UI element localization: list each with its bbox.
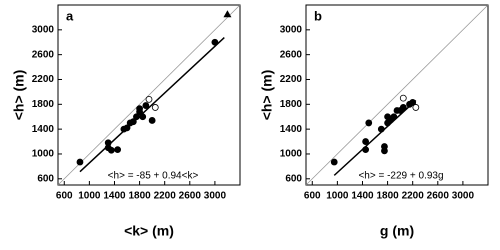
x-tick-label: 2600 (427, 191, 450, 202)
fit-annotation: <h> = -85 + 0.94<k> (108, 171, 199, 182)
point (381, 143, 388, 150)
x-tick-label: 1800 (128, 191, 151, 202)
point (142, 102, 150, 109)
point (362, 138, 370, 145)
point (114, 146, 122, 154)
point (139, 113, 147, 121)
y-tick-label: 600 (37, 173, 54, 184)
fit-annotation: <h> = -229 + 0.93g (358, 171, 443, 182)
plot-frame (305, 4, 489, 186)
y-tick-label: 3000 (280, 24, 303, 35)
y-tick-label: 1800 (32, 99, 55, 110)
x-tick-label: 3000 (452, 191, 475, 202)
point (365, 119, 373, 127)
y-tick-label: 1000 (32, 149, 55, 160)
one-to-one-line (305, 4, 489, 186)
y-tick-label: 600 (285, 173, 302, 184)
fit-line (333, 99, 417, 176)
x-axis-label: g (m) (380, 223, 414, 239)
y-axis-label: <h> (m) (259, 70, 275, 121)
x-tick-label: 1000 (78, 191, 101, 202)
x-axis-label: <k> (m) (124, 223, 174, 239)
x-tick-label: 3000 (204, 191, 227, 202)
point (399, 94, 407, 102)
x-tick-label: 2200 (402, 191, 425, 202)
y-tick-label: 1400 (280, 124, 303, 135)
fit-line (79, 36, 225, 173)
x-tick-label: 600 (304, 191, 321, 202)
point (145, 95, 153, 103)
y-tick-label: 2200 (280, 74, 303, 85)
point (412, 104, 420, 111)
point (223, 10, 232, 18)
one-to-one-line (57, 4, 241, 186)
panel-label: b (314, 8, 322, 23)
y-tick-label: 2600 (280, 49, 303, 60)
point (123, 124, 131, 132)
y-tick-label: 1000 (280, 149, 303, 160)
point (107, 146, 115, 154)
x-tick-label: 1400 (351, 191, 374, 202)
point (148, 117, 156, 124)
x-tick-label: 600 (56, 191, 73, 202)
y-tick-label: 2200 (32, 74, 55, 85)
point (151, 104, 159, 111)
x-tick-label: 2600 (179, 191, 202, 202)
y-axis-label: <h> (m) (11, 70, 27, 121)
point (390, 113, 398, 121)
y-tick-label: 3000 (32, 24, 55, 35)
y-tick-label: 2600 (32, 49, 55, 60)
x-tick-label: 1000 (326, 191, 349, 202)
point (129, 118, 137, 126)
plot-frame (57, 4, 241, 186)
point (211, 38, 219, 46)
point (399, 104, 407, 111)
y-tick-label: 1800 (280, 99, 303, 110)
panel-label: a (66, 8, 74, 23)
y-tick-label: 1400 (32, 124, 55, 135)
x-tick-label: 1800 (376, 191, 399, 202)
x-tick-label: 2200 (154, 191, 177, 202)
point (136, 105, 143, 113)
x-tick-label: 1400 (103, 191, 126, 202)
point (362, 146, 370, 154)
point (330, 158, 338, 166)
point (377, 125, 385, 133)
point (409, 99, 417, 106)
point (76, 158, 84, 166)
